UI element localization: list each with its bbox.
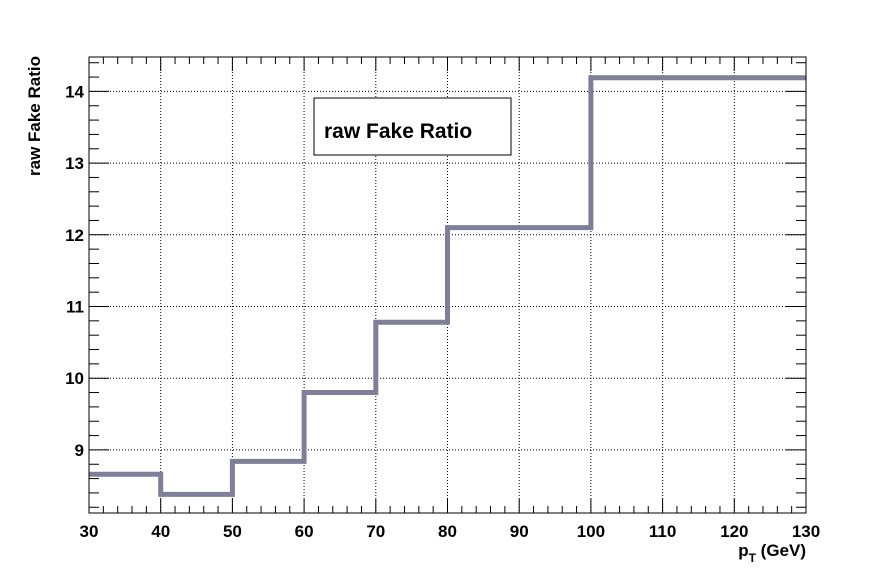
x-tick-label: 30 — [80, 522, 99, 541]
y-tick-label: 14 — [65, 82, 84, 101]
grid-lines — [88, 57, 807, 513]
minor-ticks — [89, 57, 806, 513]
y-tick-label: 9 — [75, 441, 84, 460]
title-box-border — [313, 97, 512, 156]
plot-frame — [88, 56, 807, 514]
x-tick-label: 120 — [720, 522, 748, 541]
y-tick-label: 11 — [66, 298, 84, 317]
y-tick-labels: 9 10 11 12 13 14 — [65, 82, 84, 459]
y-tick-label: 13 — [65, 154, 84, 173]
x-tick-label: 90 — [510, 522, 529, 541]
x-axis-label-sub: T — [749, 551, 757, 565]
x-axis-label-main: p — [738, 541, 748, 560]
x-tick-label: 100 — [577, 522, 605, 541]
chart-title-box: raw Fake Ratio — [313, 97, 512, 156]
y-tick-label: 12 — [65, 226, 84, 245]
x-tick-label: 40 — [151, 522, 170, 541]
x-tick-label: 70 — [366, 522, 385, 541]
y-axis-label: raw Fake Ratio — [25, 56, 44, 176]
data-series-line — [89, 75, 806, 497]
x-axis-label: pT (GeV) — [738, 541, 806, 565]
x-tick-label: 50 — [223, 522, 242, 541]
x-tick-label: 130 — [792, 522, 820, 541]
x-tick-labels: 30 40 50 60 70 80 90 100 110 120 130 — [80, 522, 821, 541]
y-tick-label: 10 — [65, 369, 84, 388]
x-tick-label: 60 — [295, 522, 314, 541]
x-tick-label: 80 — [438, 522, 457, 541]
chart-title: raw Fake Ratio — [324, 120, 472, 143]
x-axis-label-unit: (GeV) — [756, 541, 806, 560]
x-tick-label: 110 — [649, 522, 676, 541]
